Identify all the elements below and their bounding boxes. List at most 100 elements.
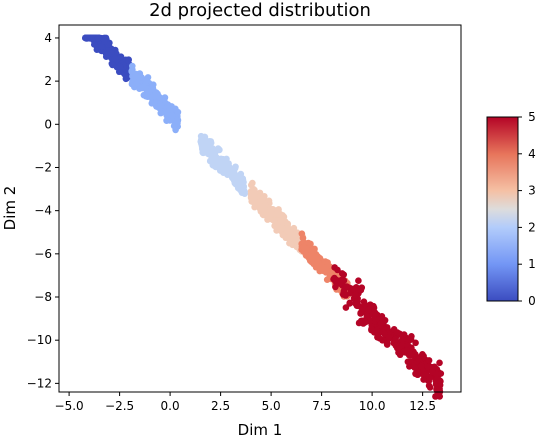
colorbar	[486, 116, 519, 302]
scatter-point	[157, 101, 164, 109]
colorbar-tick-label: 3	[528, 184, 536, 198]
scatter-point	[145, 88, 153, 95]
scatter-point	[437, 370, 445, 377]
scatter-point	[205, 150, 213, 157]
scatter-point	[211, 147, 219, 155]
scatter-point	[286, 235, 293, 243]
y-tick-label: −12	[27, 376, 52, 390]
scatter-point	[253, 199, 261, 207]
scatter-point	[168, 112, 176, 120]
y-tick-label: −4	[34, 204, 52, 218]
scatter-point	[111, 55, 119, 63]
scatter-point	[334, 266, 341, 274]
scatter-point	[273, 227, 280, 234]
scatter-point	[420, 352, 427, 360]
colorbar-tick-label: 0	[528, 294, 536, 308]
scatter-point	[132, 72, 139, 80]
colorbar-tick-label: 1	[528, 257, 536, 271]
scatter-point	[374, 329, 382, 337]
x-tick-label: −5.0	[55, 399, 84, 413]
scatter-point	[170, 122, 178, 130]
scatter-point	[412, 370, 419, 378]
scatter-point	[353, 301, 361, 309]
scatter-point	[321, 264, 329, 272]
scatter-point	[109, 61, 116, 69]
scatter-point	[436, 359, 443, 367]
scatter-point	[199, 145, 206, 153]
scatter-point	[94, 34, 102, 42]
scatter-point	[364, 306, 372, 314]
scatter-point	[392, 336, 399, 343]
scatter-point	[412, 339, 419, 347]
scatter-point	[436, 386, 443, 393]
scatter-point	[310, 247, 318, 254]
scatter-point	[425, 357, 433, 364]
scatter-point	[116, 54, 124, 62]
scatter-point	[101, 38, 109, 45]
scatter-point	[260, 211, 268, 219]
scatter-point	[362, 318, 369, 326]
x-tick-label: 7.5	[312, 399, 331, 413]
chart-title: 2d projected distribution	[149, 0, 371, 21]
scatter-point	[407, 358, 414, 365]
x-tick-label: 10.0	[359, 399, 386, 413]
scatter-point	[230, 165, 238, 173]
scatter-point	[207, 139, 215, 147]
y-axis-label: Dim 2	[1, 186, 19, 231]
y-axis: 4 2 0 −2 −4 −6 −8 −10 −12	[27, 31, 59, 390]
scatter-point	[343, 283, 351, 290]
points-layer	[82, 34, 445, 400]
scatter-point	[376, 334, 383, 342]
scatter-point	[377, 320, 385, 327]
scatter-point	[223, 163, 231, 171]
scatter-point	[411, 364, 419, 372]
scatter-point	[261, 202, 269, 209]
scatter-point	[136, 84, 144, 92]
y-tick-label: 4	[44, 31, 52, 45]
colorbar-tick-label: 4	[528, 147, 536, 161]
scatter-point	[98, 43, 105, 50]
scatter-point	[370, 304, 378, 312]
scatter-point	[279, 231, 287, 239]
plot-frame	[58, 24, 462, 393]
scatter-point	[418, 362, 425, 370]
scatter-point	[277, 217, 285, 224]
scatter-point	[212, 156, 219, 163]
x-tick-label: −2.5	[105, 399, 134, 413]
scatter-point	[298, 230, 306, 237]
scatter-point	[232, 173, 239, 180]
colorbar-tick-label: 2	[528, 220, 536, 234]
scatter-point	[117, 63, 124, 70]
x-tick-label: 12.5	[409, 399, 436, 413]
x-tick-label: 5.0	[262, 399, 281, 413]
scatter-point	[355, 277, 362, 285]
scatter-point	[342, 304, 350, 311]
scatter-point	[157, 109, 165, 117]
y-tick-label: −2	[34, 160, 52, 174]
scatter-point	[174, 108, 182, 116]
scatter-point	[248, 181, 255, 189]
scatter-point	[268, 210, 275, 218]
scatter-point	[372, 310, 379, 317]
scatter-point	[293, 243, 301, 251]
x-tick-label: 2.5	[211, 399, 230, 413]
colorbar-tick-label: 5	[528, 110, 536, 124]
scatter-point	[398, 336, 406, 343]
y-tick-label: 0	[44, 117, 52, 131]
scatter-point	[357, 310, 364, 317]
scatter-point	[394, 329, 401, 336]
scatter-point	[361, 301, 369, 308]
scatter-point	[257, 205, 264, 213]
scatter-point	[316, 267, 324, 275]
x-tick-label: 0.0	[161, 399, 180, 413]
scatter-point	[303, 245, 311, 253]
scatter-point	[363, 312, 371, 320]
scatter-point	[342, 291, 349, 299]
scatter-point	[125, 57, 132, 64]
scatter-point	[218, 155, 225, 163]
scatter-point	[426, 384, 434, 391]
scatter-point	[123, 75, 130, 82]
scatter-point	[403, 347, 411, 354]
